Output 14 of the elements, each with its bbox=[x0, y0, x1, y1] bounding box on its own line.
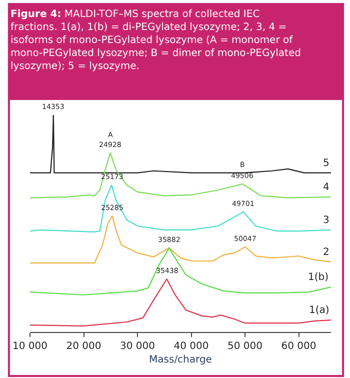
x-tick-label: 60 000 bbox=[281, 341, 316, 352]
x-tick-label: 10 000 bbox=[12, 341, 48, 352]
x-tick-label: 20 000 bbox=[66, 341, 102, 352]
series-label: 5 bbox=[323, 158, 330, 169]
series-label: 4 bbox=[323, 182, 330, 193]
x-tick-label: 40 000 bbox=[174, 341, 209, 352]
series-label: 1(b) bbox=[308, 272, 329, 283]
series-label: 2 bbox=[323, 247, 330, 258]
x-tick-label: 30 000 bbox=[120, 341, 155, 352]
series-label: 3 bbox=[323, 215, 330, 226]
chart-title: Figure 4: MALDI-TOF–MS spectra of collected IEC fractions. 1(a), 1(b) = di-PEGylated lysozyme; 2, 3, 4 = isoforms of mono-PEGylated lysozyme (A = monomer of mono-PEGylated lysozyme; B = dimer of mono-PEGylated lysozyme); 5 = lysozyme. bbox=[10, 9, 301, 72]
x-axis-title: Mass/charge bbox=[149, 354, 212, 366]
series-label: 1(a) bbox=[309, 305, 330, 316]
x-tick-label: 50 000 bbox=[228, 341, 262, 352]
